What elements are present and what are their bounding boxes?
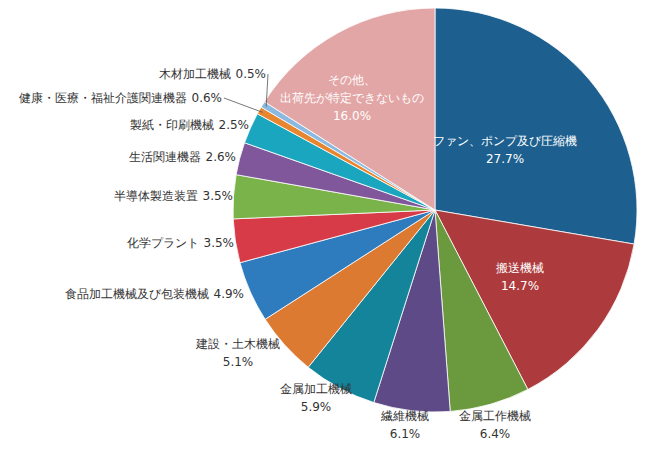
label-value: 27.7%	[486, 152, 524, 166]
label-value: 2.5%	[219, 118, 250, 132]
label-value: 16.0%	[333, 109, 371, 123]
data-label: 製紙・印刷機械 2.5%	[130, 118, 250, 132]
slices	[233, 8, 637, 412]
data-label: 半導体製造装置 3.5%	[114, 189, 234, 203]
data-label: 健康・医療・福祉介護関連機器 0.6%	[19, 91, 223, 105]
label-name: 食品加工機械及び包装機械	[65, 287, 209, 301]
label-value: 5.9%	[301, 400, 332, 414]
label-name: その他、	[328, 73, 376, 87]
label-value: 3.5%	[203, 189, 234, 203]
data-label: 金属加工機械 5.9%	[280, 382, 352, 414]
data-label: 金属工作機械 6.4%	[459, 409, 531, 441]
label-name: 建設・土木機械	[195, 337, 280, 351]
pie-slice	[435, 210, 528, 411]
label-name: 繊維機械	[380, 409, 429, 423]
label-value: 2.6%	[206, 150, 237, 164]
pie-slice	[264, 8, 435, 210]
label-name: 出荷先が特定できないもの	[280, 91, 424, 105]
data-label: ファン、ポンプ及び圧縮機 27.7%	[433, 134, 577, 166]
label-value: 6.1%	[390, 427, 421, 441]
pie-chart: ファン、ポンプ及び圧縮機 27.7% 搬送機械 14.7% 金属工作機械 6.4% 繊維機械…	[0, 0, 650, 449]
data-label: 建設・土木機械 5.1%	[195, 337, 280, 369]
data-label: 搬送機械 14.7%	[496, 261, 544, 293]
leader-line	[266, 74, 268, 107]
label-value: 4.9%	[214, 287, 245, 301]
data-label: 食品加工機械及び包装機械 4.9%	[65, 287, 245, 301]
label-name: 生活関連機器	[129, 150, 201, 164]
label-value: 5.1%	[223, 355, 254, 369]
data-label: 化学プラント 3.5%	[127, 236, 235, 250]
label-value: 0.5%	[236, 67, 267, 81]
data-label: 木材加工機械 0.5%	[159, 67, 267, 81]
label-value: 14.7%	[501, 279, 539, 293]
chart-container: ファン、ポンプ及び圧縮機 27.7% 搬送機械 14.7% 金属工作機械 6.4% 繊維機械…	[0, 0, 650, 449]
label-name: 化学プラント	[127, 236, 199, 250]
label-value: 6.4%	[480, 427, 511, 441]
pie-slice	[435, 8, 637, 244]
label-name: 木材加工機械	[159, 67, 231, 81]
label-name: 搬送機械	[496, 261, 544, 275]
label-name: 健康・医療・福祉介護関連機器	[19, 91, 187, 105]
data-label: 生活関連機器 2.6%	[129, 150, 237, 164]
leader-line	[224, 98, 263, 112]
label-name: 金属工作機械	[459, 409, 531, 423]
label-value: 0.6%	[192, 91, 223, 105]
label-name: 金属加工機械	[280, 382, 352, 396]
label-name: 製紙・印刷機械	[130, 118, 214, 132]
labels: ファン、ポンプ及び圧縮機 27.7% 搬送機械 14.7% 金属工作機械 6.4% 繊維機械…	[19, 67, 578, 441]
data-label: 繊維機械 6.1%	[380, 409, 429, 441]
label-name: 半導体製造装置	[114, 189, 198, 203]
label-name: ファン、ポンプ及び圧縮機	[433, 134, 577, 148]
label-value: 3.5%	[204, 236, 235, 250]
data-label: その他、出荷先が特定できないもの 16.0%	[280, 73, 424, 123]
